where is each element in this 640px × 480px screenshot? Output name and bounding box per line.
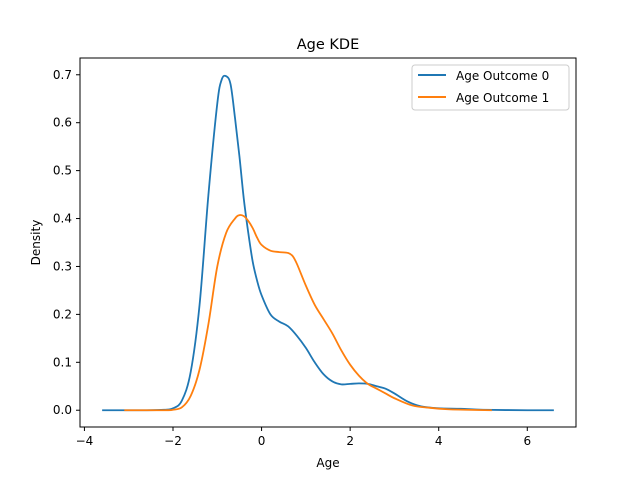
x-tick-label: −2 <box>164 434 182 448</box>
plot-frame <box>79 57 577 428</box>
y-axis-title: Density <box>29 220 43 266</box>
plot-area <box>80 58 576 427</box>
y-tick-label: 0.4 <box>53 212 72 226</box>
y-tick-label: 0.5 <box>53 164 72 178</box>
y-tick-label: 0.6 <box>53 116 72 130</box>
legend-label-outcome-1: Age Outcome 1 <box>456 91 549 105</box>
x-tick-label: 2 <box>346 434 354 448</box>
x-tick-label: 6 <box>523 434 531 448</box>
x-tick-label: −4 <box>76 434 94 448</box>
y-tick-label: 0.2 <box>53 307 72 321</box>
y-tick-label: 0.3 <box>53 259 72 273</box>
y-tick-label: 0.7 <box>53 68 72 82</box>
x-axis-title: Age <box>316 456 339 470</box>
legend-box <box>411 64 570 111</box>
x-axis: −4 −2 0 2 4 6 <box>76 427 531 448</box>
y-tick-label: 0.1 <box>53 355 72 369</box>
series-line-outcome-0 <box>102 74 554 412</box>
series-layer <box>102 74 554 412</box>
y-axis: 0.0 0.1 0.2 0.3 0.4 0.5 0.6 0.7 <box>53 68 80 417</box>
legend-label-outcome-0: Age Outcome 0 <box>456 69 549 83</box>
chart-title: Age KDE <box>297 37 360 53</box>
y-tick-label: 0.0 <box>53 403 72 417</box>
x-tick-label: 0 <box>258 434 266 448</box>
legend: Age Outcome 0 Age Outcome 1 <box>411 64 570 111</box>
x-tick-label: 4 <box>435 434 443 448</box>
series-line-outcome-1 <box>124 214 492 412</box>
